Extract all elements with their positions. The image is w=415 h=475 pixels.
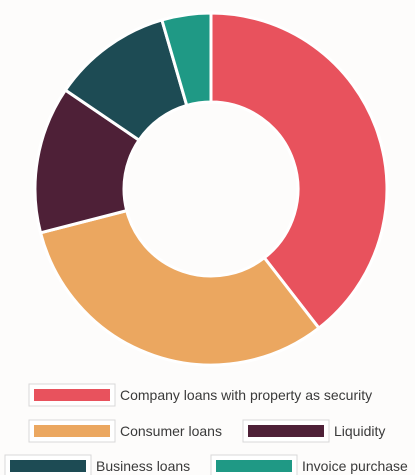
legend-label-invoice-purchase: Invoice purchase [302,458,408,474]
legend-swatch-consumer-loans [34,425,110,437]
slice-invoice-purchase[interactable] [160,11,213,107]
donut-slices [33,11,389,367]
legend-swatch-liquidity [248,425,324,437]
legend-label-business-loans: Business loans [96,458,190,474]
legend-item-invoice-purchase[interactable]: Invoice purchase [210,454,408,475]
slice-consumer-loans[interactable] [39,209,321,367]
legend-swatch-business-loans [10,460,86,472]
legend-item-consumer-loans[interactable]: Consumer loans [28,419,222,443]
legend-label-company-loans: Company loans with property as security [120,387,372,403]
legend-label-consumer-loans: Consumer loans [120,423,222,439]
legend-swatch-invoice-purchase [216,460,292,472]
legend-item-business-loans[interactable]: Business loans [4,454,190,475]
legend-item-company-loans[interactable]: Company loans with property as security [28,383,372,407]
legend: Company loans with property as security … [4,383,408,475]
legend-item-liquidity[interactable]: Liquidity [242,419,385,443]
legend-label-liquidity: Liquidity [334,423,385,439]
legend-swatch-company-loans [34,389,110,401]
slice-company-loans[interactable] [209,11,389,330]
